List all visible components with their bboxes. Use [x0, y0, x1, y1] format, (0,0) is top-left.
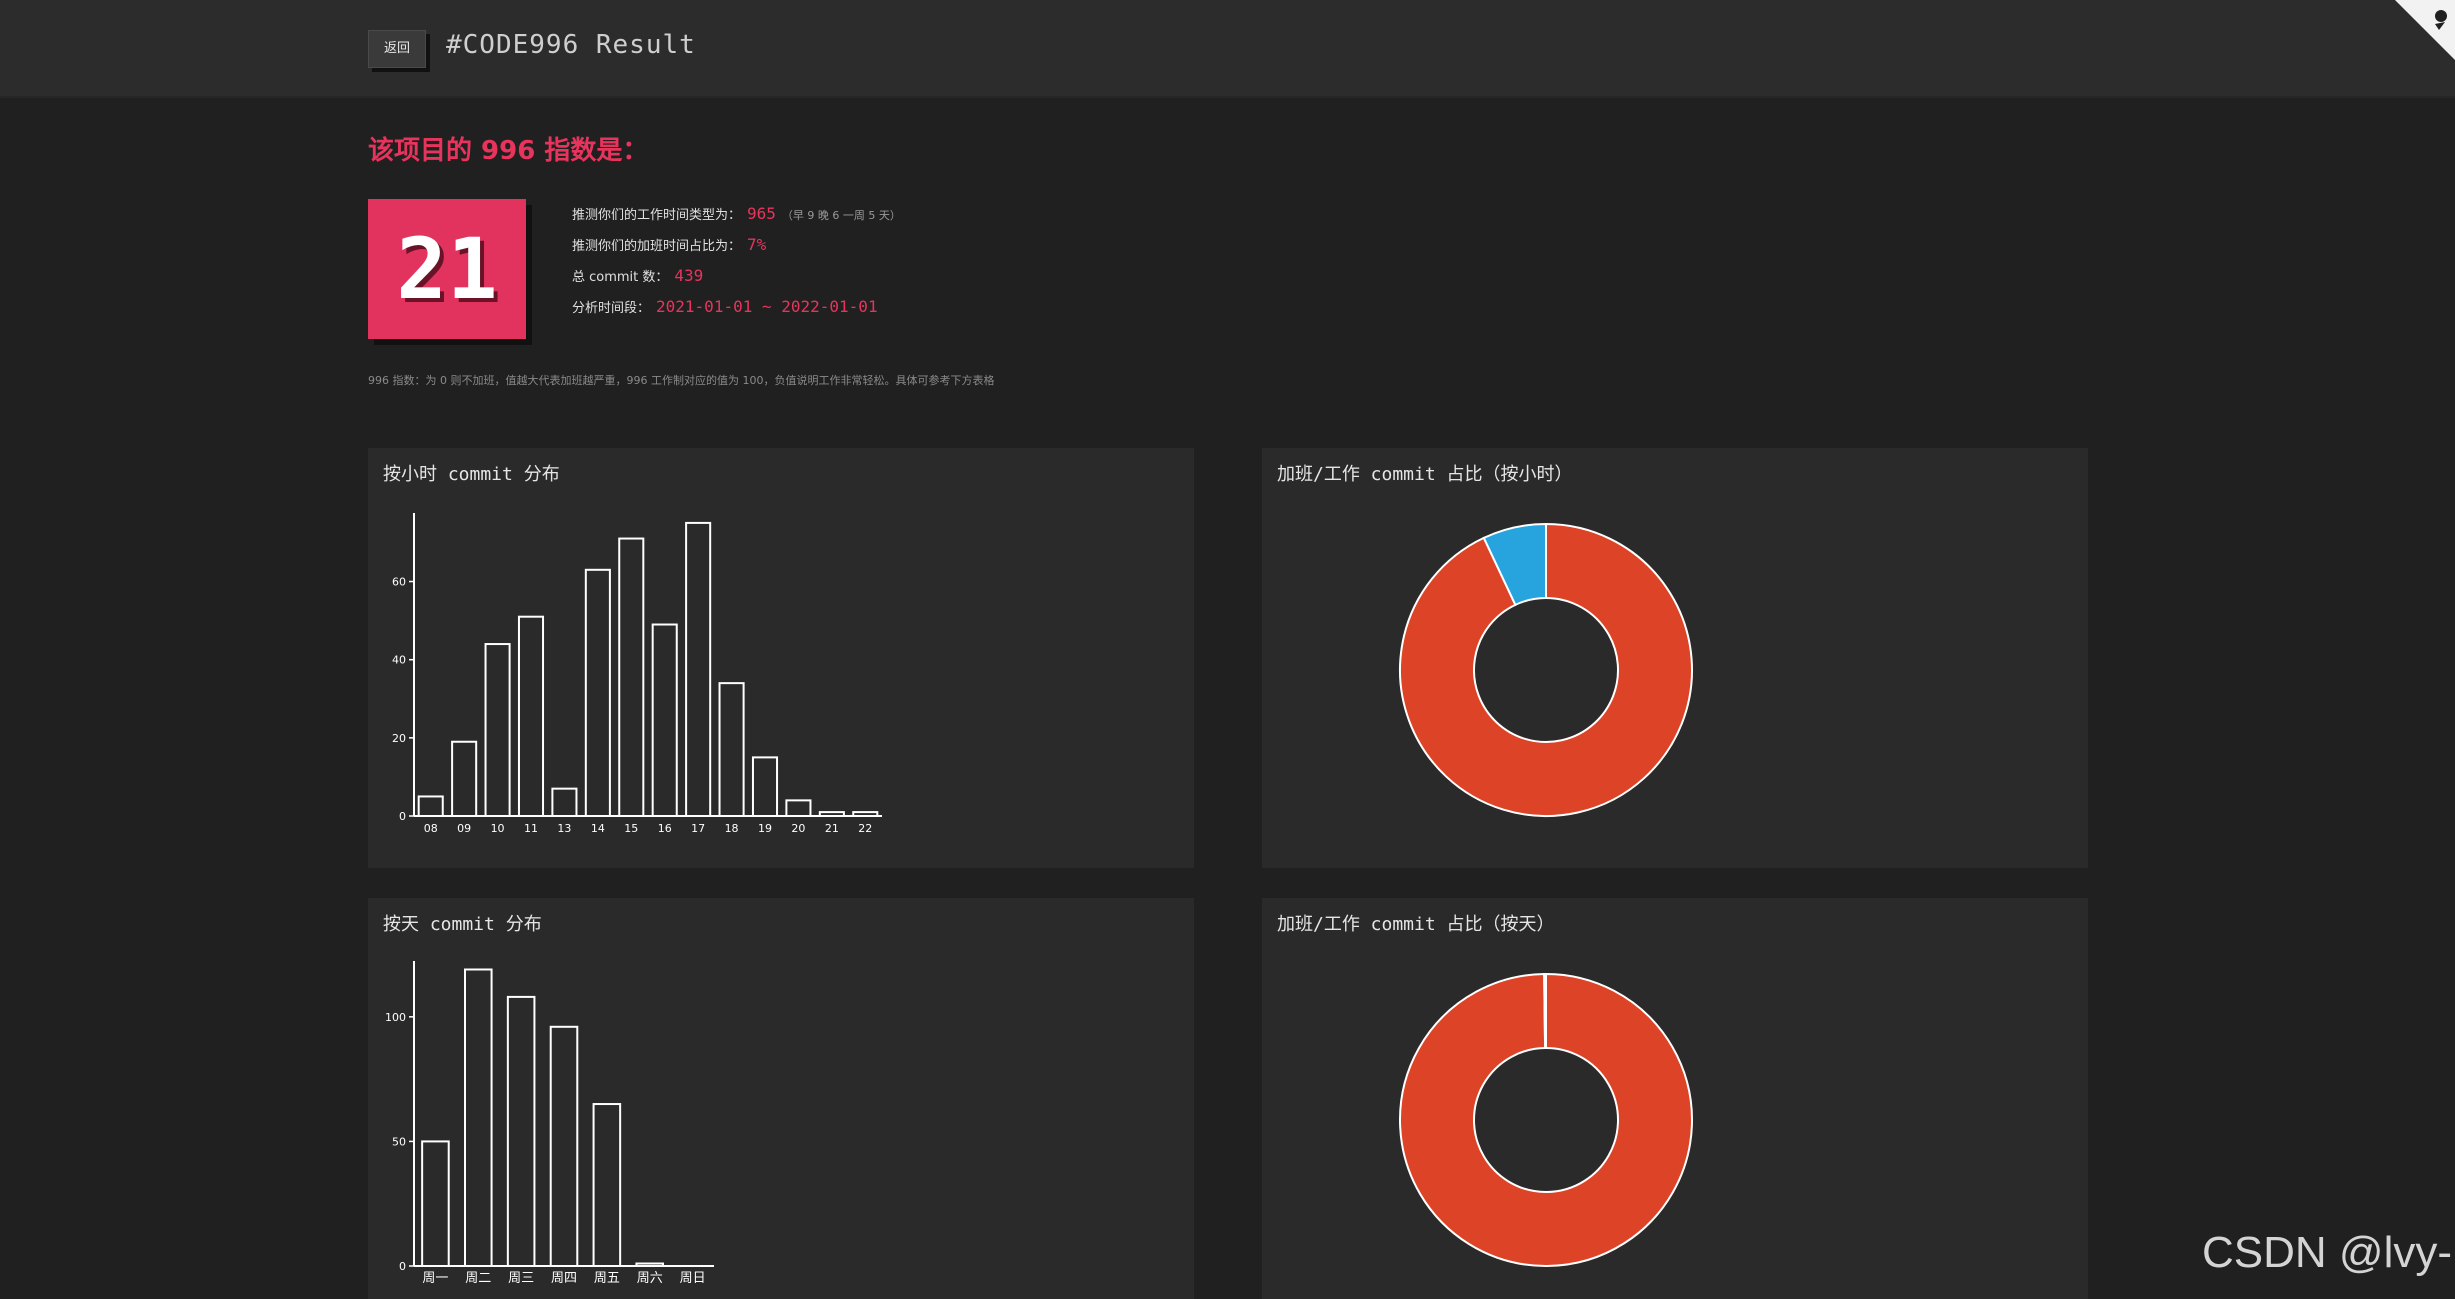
y-tick-label: 60	[392, 576, 406, 589]
x-tick-label: 09	[457, 822, 471, 835]
bar	[451, 740, 478, 817]
x-tick-label: 15	[624, 822, 638, 835]
x-tick-label: 20	[791, 822, 805, 835]
bar	[484, 643, 511, 817]
x-tick-label: 周四	[551, 1271, 577, 1286]
stat-label: 推测你们的加班时间占比为：	[572, 239, 742, 254]
x-tick-label: 11	[524, 822, 538, 835]
y-tick-label: 100	[385, 1011, 406, 1024]
x-tick-label: 周五	[594, 1271, 620, 1286]
y-tick-label: 0	[399, 810, 406, 823]
stat-time-range: 分析时间段： 2021-01-01 ~ 2022-01-01	[572, 297, 901, 328]
x-tick-label: 10	[491, 822, 505, 835]
stat-value: 439	[674, 266, 704, 285]
bar	[517, 615, 545, 817]
github-corner-icon[interactable]	[2395, 0, 2455, 60]
stat-label: 推测你们的工作时间类型为：	[572, 208, 742, 223]
x-tick-label: 周一	[422, 1271, 448, 1286]
bar	[685, 521, 712, 817]
y-tick-label: 50	[392, 1135, 406, 1148]
stat-note: （早 9 晚 6 一周 5 天）	[781, 209, 901, 222]
x-tick-label: 17	[691, 822, 705, 835]
pie-slice	[1399, 972, 1693, 1267]
bar	[785, 799, 812, 817]
x-tick-label: 08	[424, 822, 438, 835]
bar	[506, 995, 536, 1268]
x-tick-label: 13	[557, 822, 571, 835]
panel-title: 加班/工作 commit 占比（按天）	[1277, 914, 1555, 935]
x-tick-label: 21	[825, 822, 839, 835]
stat-label: 分析时间段：	[572, 301, 651, 316]
daily-ratio-panel: 加班/工作 commit 占比（按天）	[1262, 898, 2088, 1299]
watermark: CSDN @lvy-	[2202, 1228, 2452, 1277]
x-tick-label: 16	[658, 822, 672, 835]
stat-label: 总 commit 数：	[572, 270, 669, 285]
index-footnote: 996 指数：为 0 则不加班，值越大代表加班越严重，996 工作制对应的值为 …	[368, 374, 995, 387]
index-heading: 该项目的 996 指数是：	[368, 136, 649, 166]
y-tick-label: 40	[392, 654, 406, 667]
stat-work-type: 推测你们的工作时间类型为： 965 （早 9 晚 6 一周 5 天）	[572, 204, 901, 235]
x-tick-label: 14	[591, 822, 605, 835]
bar	[751, 756, 779, 818]
x-tick-label: 22	[858, 822, 872, 835]
hourly-ratio-panel: 加班/工作 commit 占比（按小时）	[1262, 448, 2088, 868]
pie-slice	[1543, 972, 1547, 1050]
hourly-commit-chart: 0 20 40 60 08 09 10 11 13 14 15 16 17 18 19 20 21 22	[392, 513, 882, 835]
bar	[549, 1025, 579, 1267]
daily-commit-panel: 按天 commit 分布 0 50 100 周一 周二 周三 周四 周五 周六 周日	[368, 898, 1194, 1299]
bar	[551, 787, 578, 818]
panel-title: 加班/工作 commit 占比（按小时）	[1277, 464, 1573, 485]
x-tick-label: 周三	[508, 1271, 534, 1286]
x-tick-label: 周日	[680, 1271, 706, 1286]
x-tick-label: 周六	[637, 1271, 663, 1286]
bar	[464, 968, 493, 1267]
bar	[421, 1140, 450, 1268]
page-title: #CODE996 Result	[446, 30, 696, 60]
top-bar: 返回 #CODE996 Result	[0, 0, 2455, 98]
pie-slice	[1399, 522, 1693, 817]
bar	[584, 568, 611, 818]
bar	[651, 623, 678, 817]
x-tick-label: 周二	[465, 1271, 491, 1286]
y-tick-label: 20	[392, 732, 406, 745]
y-tick-label: 0	[399, 1260, 406, 1273]
x-tick-label: 18	[725, 822, 739, 835]
stat-overtime-ratio: 推测你们的加班时间占比为： 7%	[572, 235, 901, 266]
bar	[618, 537, 645, 818]
stat-value: 7%	[747, 235, 767, 254]
stat-value: 2021-01-01 ~ 2022-01-01	[656, 297, 878, 316]
panel-title: 按天 commit 分布	[383, 914, 542, 935]
panel-title: 按小时 commit 分布	[383, 464, 560, 485]
daily-ratio-chart	[1399, 972, 1693, 1267]
score-badge: 21	[368, 199, 526, 339]
x-tick-label: 19	[758, 822, 772, 835]
bar	[852, 811, 879, 817]
bar	[635, 1262, 664, 1267]
bar	[417, 795, 444, 818]
stats-list: 推测你们的工作时间类型为： 965 （早 9 晚 6 一周 5 天） 推测你们的…	[572, 204, 901, 328]
bar	[592, 1103, 622, 1267]
stat-value: 965	[747, 204, 776, 223]
pie-slice	[1482, 522, 1547, 607]
bar	[818, 811, 845, 817]
hourly-ratio-chart	[1399, 522, 1693, 817]
back-button[interactable]: 返回	[368, 30, 426, 68]
bar	[718, 682, 745, 817]
daily-commit-chart: 0 50 100 周一 周二 周三 周四 周五 周六 周日	[385, 961, 714, 1286]
stat-commit-count: 总 commit 数： 439	[572, 266, 901, 297]
hourly-commit-panel: 按小时 commit 分布 0 20 40 60 08 09 10 11 13 14 15 16 17 1…	[368, 448, 1194, 868]
